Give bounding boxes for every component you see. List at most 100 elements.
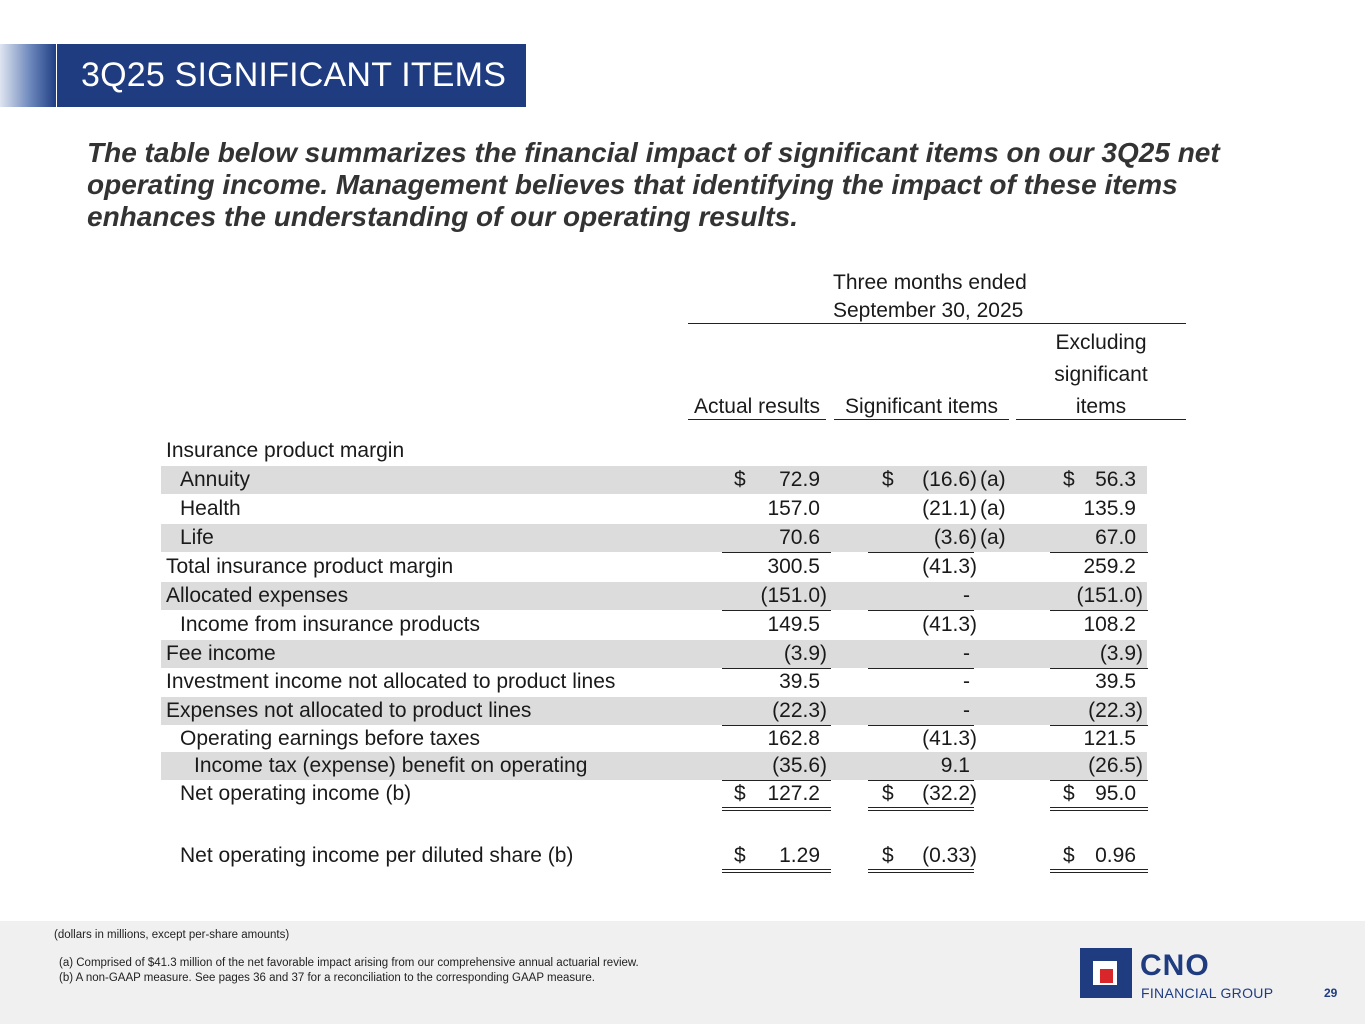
value-sig: -	[963, 670, 970, 693]
value-sig: 9.1	[940, 754, 970, 777]
subtotal-rule	[722, 725, 831, 726]
value-sig: (41.3)	[922, 613, 977, 636]
subtotal-rule	[1050, 725, 1148, 726]
subtotal-rule	[722, 552, 831, 553]
total-double-rule	[1050, 869, 1148, 873]
total-double-rule	[868, 869, 974, 873]
value-actual: 127.2	[767, 782, 820, 805]
value-sig: (16.6)	[922, 468, 977, 491]
row-label: Operating earnings before taxes	[180, 727, 481, 750]
currency-symbol: $	[882, 468, 894, 491]
subtotal-rule	[1050, 668, 1148, 669]
value-sig: (3.6)	[933, 526, 977, 549]
subtotal-rule	[1050, 610, 1148, 611]
value-actual: 72.9	[779, 468, 820, 491]
subtotal-rule	[1050, 780, 1148, 781]
col-rule-significant	[834, 419, 1009, 420]
value-excl: 135.9	[1083, 497, 1136, 520]
row-shade-7	[161, 640, 1147, 668]
total-double-rule	[722, 807, 831, 811]
row-shade-3	[161, 524, 1147, 552]
value-actual: (22.3)	[772, 699, 827, 722]
value-actual: (35.6)	[772, 754, 827, 777]
value-sig: (32.2)	[922, 782, 977, 805]
row-label: Insurance product margin	[166, 439, 405, 462]
value-excl: 56.3	[1095, 468, 1136, 491]
page-number: 29	[1324, 986, 1338, 1000]
subtotal-rule	[868, 780, 974, 781]
col-header-excluding-3: items	[1075, 395, 1127, 418]
value-excl: (151.0)	[1076, 584, 1143, 607]
subtotal-rule	[1050, 552, 1148, 553]
row-label: Income tax (expense) benefit on operatin…	[194, 754, 588, 777]
row-label: Total insurance product margin	[166, 555, 454, 578]
total-double-rule	[722, 869, 831, 873]
row-label: Net operating income per diluted share (…	[180, 844, 574, 867]
value-excl: 95.0	[1095, 782, 1136, 805]
currency-symbol: $	[1063, 844, 1075, 867]
currency-symbol: $	[734, 844, 746, 867]
row-shade-9	[161, 697, 1147, 725]
row-shade-11	[161, 752, 1147, 780]
value-sig: (21.1)	[922, 497, 977, 520]
footnote-marker: (a)	[980, 497, 1006, 520]
value-actual: (3.9)	[783, 642, 827, 665]
value-sig: (41.3)	[922, 555, 977, 578]
value-actual: 1.29	[779, 844, 820, 867]
row-shade-1	[161, 466, 1147, 494]
value-sig: (41.3)	[922, 727, 977, 750]
footnote-b: (b) A non-GAAP measure. See pages 36 and…	[59, 972, 595, 984]
col-rule-actual	[688, 419, 826, 420]
col-header-excluding-2: significant	[1054, 363, 1148, 386]
row-label: Expenses not allocated to product lines	[166, 699, 532, 722]
row-label: Net operating income (b)	[180, 782, 412, 805]
intro-text: The table below summarizes the financial…	[87, 137, 1220, 232]
currency-symbol: $	[734, 782, 746, 805]
value-actual: (151.0)	[760, 584, 827, 607]
value-excl: 67.0	[1095, 526, 1136, 549]
period-header-rule	[688, 323, 1186, 324]
value-actual: 300.5	[767, 555, 820, 578]
row-label: Income from insurance products	[180, 613, 480, 636]
footer-panel: (dollars in millions, except per-share a…	[0, 921, 1365, 1024]
value-sig: -	[963, 642, 970, 665]
subtotal-rule	[868, 668, 974, 669]
subtotal-rule	[868, 552, 974, 553]
value-excl: 0.96	[1095, 844, 1136, 867]
logo-wordmark: CNO	[1140, 949, 1210, 982]
row-label: Fee income	[166, 642, 276, 665]
value-actual: 70.6	[779, 526, 820, 549]
value-excl: (22.3)	[1088, 699, 1143, 722]
currency-symbol: $	[1063, 782, 1075, 805]
value-excl: 259.2	[1083, 555, 1136, 578]
row-shade-5	[161, 582, 1147, 610]
footnote-marker: (a)	[980, 468, 1006, 491]
col-header-excluding-1: Excluding	[1055, 331, 1147, 354]
subtotal-rule	[722, 610, 831, 611]
value-sig: (0.33)	[922, 844, 977, 867]
col-rule-excluding	[1016, 419, 1186, 420]
footnote-a: (a) Comprised of $41.3 million of the ne…	[59, 957, 639, 969]
row-label: Health	[180, 497, 241, 520]
value-excl: (3.9)	[1099, 642, 1143, 665]
subtotal-rule	[722, 780, 831, 781]
col-header-significant: Significant items	[845, 395, 998, 418]
currency-symbol: $	[882, 844, 894, 867]
currency-symbol: $	[734, 468, 746, 491]
subtotal-rule	[868, 725, 974, 726]
value-actual: 162.8	[767, 727, 820, 750]
title-accent-bar	[0, 44, 56, 107]
footnote-units: (dollars in millions, except per-share a…	[54, 929, 290, 941]
value-actual: 157.0	[767, 497, 820, 520]
row-label: Life	[180, 526, 214, 549]
logo-subtitle: FINANCIAL GROUP	[1141, 985, 1274, 1001]
subtotal-rule	[722, 668, 831, 669]
value-excl: 108.2	[1083, 613, 1136, 636]
value-excl: (26.5)	[1088, 754, 1143, 777]
period-header-line2: September 30, 2025	[833, 299, 1024, 322]
total-double-rule	[1050, 807, 1148, 811]
col-header-actual: Actual results	[693, 395, 821, 418]
subtotal-rule	[868, 610, 974, 611]
footnote-marker: (a)	[980, 526, 1006, 549]
value-excl: 121.5	[1083, 727, 1136, 750]
